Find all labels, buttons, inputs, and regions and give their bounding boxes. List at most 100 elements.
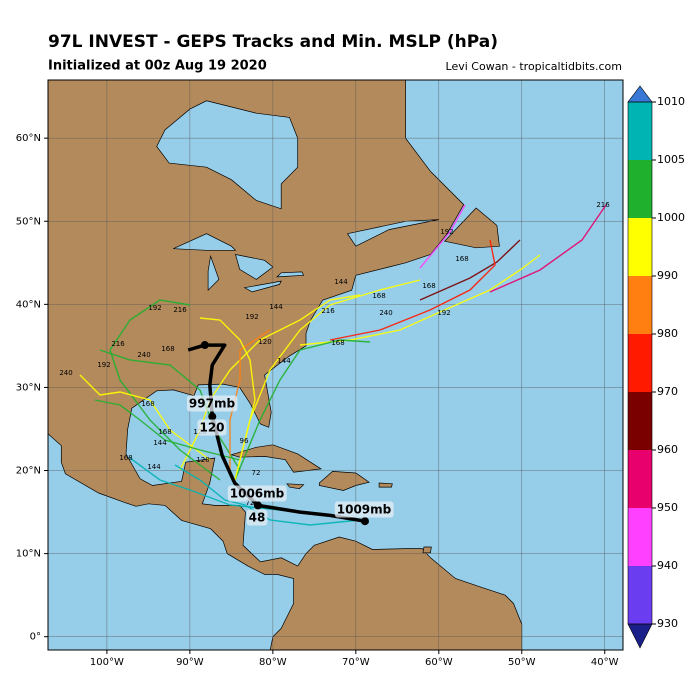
annotation-box — [227, 485, 287, 502]
lat-tick-label: 50°N — [16, 216, 41, 227]
annotation-box — [334, 501, 394, 518]
map-area: 216 192 168 168 192 240 168 144 216 168 144 120 192 1… — [48, 80, 623, 650]
member-hour-label: 240 — [379, 309, 392, 317]
water-body — [243, 280, 282, 293]
member-hour-label: 192 — [440, 228, 453, 236]
island — [286, 483, 305, 490]
lon-tick-label: 80°W — [259, 657, 287, 668]
annotation: 120 — [197, 419, 227, 436]
lon-tick-label: 60°W — [425, 657, 453, 668]
lon-tick-label: 40°W — [591, 657, 619, 668]
member-hour-label: 216 — [596, 201, 610, 209]
lat-tick-label: 10°N — [16, 549, 41, 560]
colorbar-band — [628, 160, 652, 218]
colorbar-tick-label: 950 — [657, 501, 678, 514]
track-point — [208, 412, 217, 421]
credit: Levi Cowan - tropicaltidbits.com — [446, 60, 622, 73]
member-track — [94, 399, 241, 461]
member-hour-label: 240 — [137, 351, 150, 359]
member-hour-label: 144 — [334, 278, 348, 286]
member-hour-label: 216 — [173, 306, 187, 314]
annotation: 48 — [246, 509, 268, 526]
member-hour-label: 192 — [97, 361, 110, 369]
colorbar-tick-label: 1005 — [657, 153, 685, 166]
water-body — [156, 100, 299, 210]
member-track — [79, 374, 211, 461]
member-track — [174, 464, 361, 526]
member-hour-label: 120 — [258, 338, 271, 346]
colorbar-band — [628, 276, 652, 334]
colorbar-tick-label: 980 — [657, 327, 678, 340]
member-hour-label: 168 — [372, 292, 385, 300]
member-hour-label: 168 — [141, 400, 154, 408]
lon-tick-label: 70°W — [342, 657, 370, 668]
member-hour-label: 168 — [119, 454, 132, 462]
member-hour-label: 96 — [240, 437, 249, 445]
lat-tick-label: 60°N — [16, 133, 41, 144]
water-body — [207, 254, 220, 292]
colorbar-band — [628, 392, 652, 450]
colorbar-tick-label: 940 — [657, 559, 678, 572]
member-hour-label: 168 — [158, 428, 171, 436]
track-point — [200, 341, 209, 350]
colorbar-band — [628, 566, 652, 624]
member-track — [419, 239, 521, 301]
lat-tick-label: 0° — [30, 632, 41, 643]
member-track — [329, 239, 496, 341]
annotation-box — [246, 509, 268, 526]
colorbar-tick-label: 1010 — [657, 95, 685, 108]
colorbar-band — [628, 334, 652, 392]
member-hour-label: 216 — [111, 340, 125, 348]
lat-tick-label: 40°N — [16, 299, 41, 310]
annotation-box — [186, 395, 238, 412]
lat-tick-label: 20°N — [16, 466, 41, 477]
water-body — [346, 219, 439, 247]
annotation-label: 48 — [249, 511, 266, 525]
colorbar-tick-label: 1000 — [657, 211, 685, 224]
member-track — [234, 339, 371, 481]
annotation: 1009mb — [334, 501, 394, 518]
track-point — [253, 501, 262, 510]
water-body — [235, 254, 274, 280]
lon-tick-label: 100°W — [90, 657, 124, 668]
track-point — [360, 517, 369, 526]
member-hour-label: 168 — [161, 345, 174, 353]
annotation-box — [197, 419, 227, 436]
member-hour-label: 144 — [153, 439, 167, 447]
member-hour-label: 168 — [455, 255, 468, 263]
member-track — [109, 299, 221, 481]
colorbar-tick-label: 960 — [657, 443, 678, 456]
subtitle: Initialized at 00z Aug 19 2020 — [48, 59, 267, 74]
member-track — [229, 329, 271, 470]
member-hour-label: 168 — [422, 282, 435, 290]
colorbar-tick-label: 990 — [657, 269, 678, 282]
member-track — [489, 204, 607, 293]
title: 97L INVEST - GEPS Tracks and Min. MSLP (… — [48, 32, 498, 52]
mean-track — [187, 343, 366, 523]
annotation-label: 1009mb — [337, 503, 392, 517]
map-frame — [47, 79, 624, 651]
member-hour-label: 192 — [245, 313, 258, 321]
member-hour-label: 192 — [148, 304, 161, 312]
member-track — [199, 317, 256, 481]
lat-tick-label: 30°N — [16, 382, 41, 393]
member-hour-label: 240 — [59, 369, 72, 377]
annotation-label: 997mb — [189, 397, 236, 411]
lon-tick-label: 50°W — [508, 657, 536, 668]
member-hour-label: 144 — [147, 463, 161, 471]
member-hour-label: 144 — [269, 303, 283, 311]
lon-tick-label: 90°W — [176, 657, 204, 668]
colorbar-band — [628, 508, 652, 566]
island — [318, 471, 370, 491]
member-hour-label: 120 — [196, 456, 209, 464]
colorbar-tick-label: 970 — [657, 385, 678, 398]
annotation-label: 120 — [199, 421, 224, 435]
colorbar-band — [628, 102, 652, 160]
annotation: 1006mb — [227, 485, 287, 502]
colorbar-frame — [627, 101, 653, 625]
island — [443, 207, 500, 249]
island — [378, 482, 393, 488]
water-body — [276, 271, 305, 278]
member-hour-label: 168 — [331, 339, 344, 347]
colorbar-under — [627, 623, 653, 649]
